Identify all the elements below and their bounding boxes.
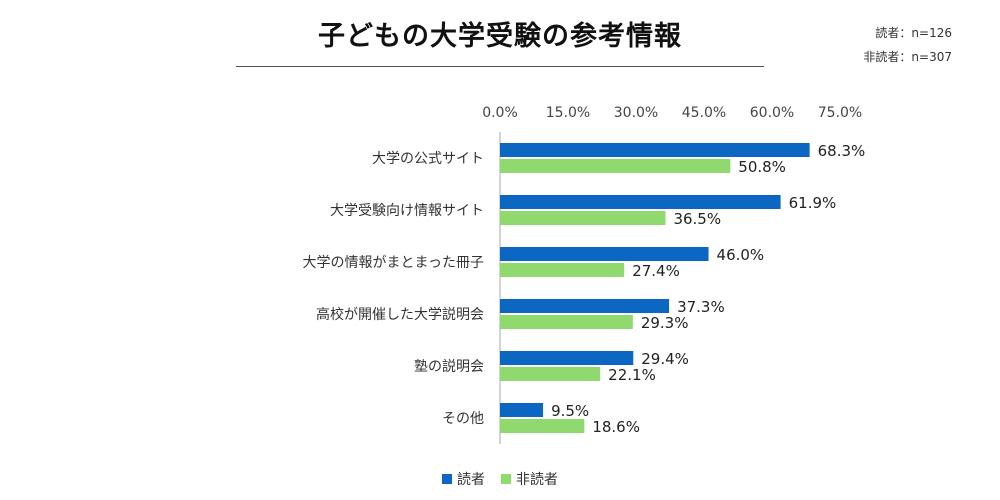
bar-readers [500, 247, 709, 261]
bar-non-readers [500, 211, 666, 225]
data-label: 68.3% [818, 142, 866, 160]
sample-size-non-readers: 非読者：n=307 [863, 50, 952, 64]
bar-non-readers [500, 367, 601, 381]
bar-non-readers [500, 419, 585, 433]
data-label: 61.9% [789, 194, 837, 212]
legend-swatch-readers [442, 474, 452, 484]
chart-title: 子どもの大学受験の参考情報 [318, 21, 682, 52]
bar-non-readers [500, 159, 731, 173]
legend-item-non-readers: 非読者 [501, 469, 558, 489]
x-tick-label: 60.0% [750, 105, 794, 121]
bar-readers [500, 351, 634, 365]
legend-label-non-readers: 非読者 [516, 472, 558, 488]
bar-readers [500, 195, 781, 209]
data-label: 36.5% [673, 210, 721, 228]
data-label: 29.4% [641, 350, 689, 368]
category-label: 大学の情報がまとまった冊子 [303, 255, 484, 271]
legend-item-readers: 読者 [442, 469, 485, 489]
bar-readers [500, 143, 810, 157]
data-label: 9.5% [551, 402, 589, 420]
category-label: 塾の説明会 [414, 359, 484, 375]
legend-swatch-non-readers [501, 474, 511, 484]
x-tick-label: 15.0% [546, 105, 590, 121]
data-label: 18.6% [592, 418, 640, 436]
category-label: 大学の公式サイト [372, 151, 484, 167]
data-label: 27.4% [632, 262, 680, 280]
data-label: 46.0% [717, 246, 765, 264]
title-underline [236, 66, 764, 67]
legend: 読者 非読者 [0, 469, 1000, 489]
category-label: その他 [442, 411, 484, 427]
data-label: 50.8% [738, 158, 786, 176]
data-label: 22.1% [608, 366, 656, 384]
bar-readers [500, 403, 544, 417]
x-tick-label: 30.0% [614, 105, 658, 121]
sample-size-readers: 読者：n=126 [875, 26, 952, 40]
category-label: 高校が開催した大学説明会 [316, 306, 484, 323]
bar-readers [500, 299, 670, 313]
x-tick-label: 0.0% [482, 105, 518, 121]
legend-label-readers: 読者 [457, 472, 485, 488]
x-tick-label: 45.0% [682, 105, 726, 121]
data-label: 37.3% [677, 298, 725, 316]
category-label: 大学受験向け情報サイト [330, 203, 484, 219]
bar-non-readers [500, 315, 633, 329]
x-tick-label: 75.0% [818, 105, 862, 121]
bar-non-readers [500, 263, 625, 277]
data-label: 29.3% [641, 314, 689, 332]
